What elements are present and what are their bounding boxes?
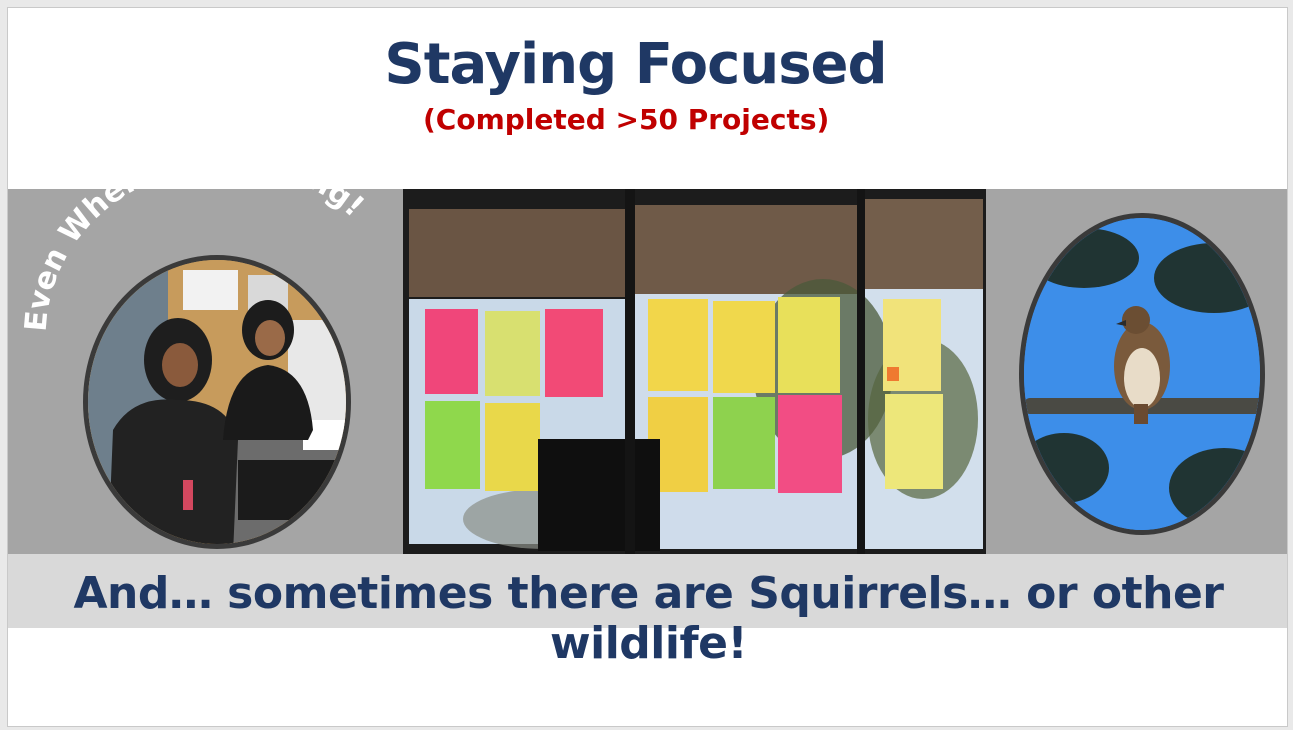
arc-caption-text: Even When its Freezing! [19,140,371,333]
hawk-photo-illustration [1024,218,1260,530]
slide-title: Staying Focused [384,32,887,97]
freezing-arc-caption: Even When its Freezing! [19,140,371,333]
office-window-sticky-notes-photo [403,189,986,554]
slide-subtitle: (Completed >50 Projects) [423,103,830,136]
slide-caption: And… sometimes there are Squirrels… or o… [73,568,1224,669]
hawk-on-branch-photo [1019,213,1265,535]
slide: Staying Focused (Completed >50 Projects) [7,7,1288,727]
caption-bar [8,554,1287,628]
window-photo-illustration [403,189,986,554]
arc-caption-path: Even When its Freezing! [19,140,371,333]
